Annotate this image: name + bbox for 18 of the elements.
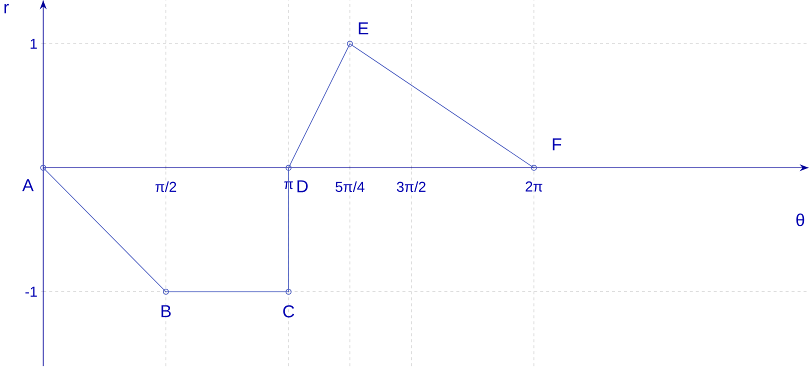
point xyxy=(286,165,292,171)
annotation: E xyxy=(358,22,368,34)
annotation: A xyxy=(22,180,34,192)
x-tick-label: 2π xyxy=(526,182,542,192)
point xyxy=(162,288,169,295)
x-axis-title: θ xyxy=(796,214,804,226)
point xyxy=(346,41,353,48)
x-tick-label: 3π/2 xyxy=(396,182,426,192)
x-tick-label: 5π/4 xyxy=(336,182,364,192)
y-tick-label: -1 xyxy=(25,287,37,297)
annotation: B xyxy=(162,305,171,318)
annotation: F xyxy=(552,138,562,150)
annotation: C xyxy=(283,305,294,318)
annotation: D xyxy=(298,180,308,192)
x-tick-label: π/2 xyxy=(155,182,176,192)
y-axis-title: r xyxy=(4,4,9,14)
point xyxy=(286,288,292,295)
y-tick-label: 1 xyxy=(30,39,37,49)
